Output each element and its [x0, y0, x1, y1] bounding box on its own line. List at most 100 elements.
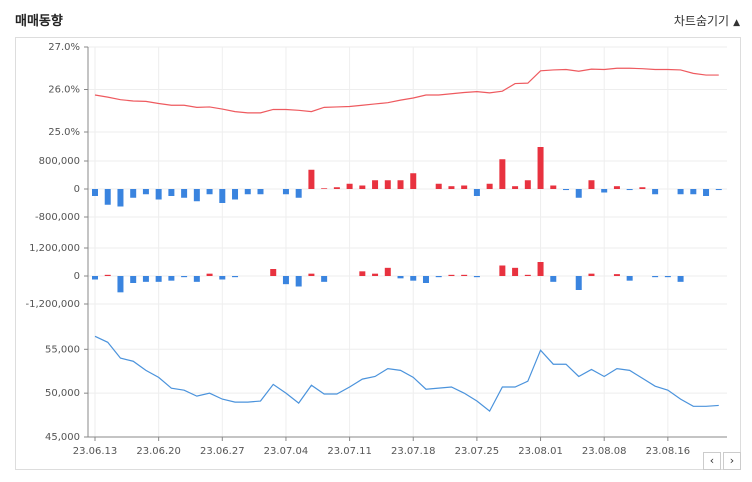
- bar: [397, 180, 404, 189]
- toggle-label: 차트숨기기: [673, 14, 730, 28]
- bar: [410, 173, 417, 189]
- bar: [512, 267, 519, 276]
- bar: [397, 276, 404, 279]
- prev-button[interactable]: ‹: [703, 452, 721, 470]
- bar: [550, 276, 557, 282]
- bar: [117, 189, 124, 207]
- bar: [92, 276, 98, 280]
- y-tick-label: -800,000: [35, 212, 80, 223]
- bar: [130, 189, 137, 198]
- bar: [232, 189, 239, 200]
- section-title: 매매동향: [15, 14, 63, 29]
- bar: [613, 274, 620, 276]
- toggle-icon: ▲: [733, 18, 740, 28]
- bar: [321, 276, 328, 282]
- x-tick-label: 23.07.04: [264, 446, 309, 457]
- bar: [142, 276, 149, 282]
- bar: [346, 183, 353, 189]
- bar: [652, 189, 659, 195]
- line: [94, 67, 719, 114]
- x-tick-label: 23.08.16: [646, 446, 691, 457]
- bar: [422, 276, 429, 283]
- bar: [308, 169, 315, 189]
- bar: [321, 188, 328, 189]
- bar: [435, 183, 442, 189]
- bar: [372, 273, 379, 276]
- bar: [486, 183, 493, 189]
- bar: [206, 273, 213, 276]
- y-tick-label: 55,000: [45, 344, 80, 355]
- chart-frame: [15, 37, 741, 470]
- x-tick-label: 23.07.18: [391, 446, 436, 457]
- bar: [155, 189, 162, 200]
- y-tick-label: 1,200,000: [29, 243, 80, 254]
- bar: [537, 262, 544, 276]
- bar: [588, 273, 595, 276]
- bar: [524, 274, 531, 276]
- bar: [524, 180, 531, 189]
- bar: [193, 276, 200, 282]
- bar: [588, 180, 595, 189]
- bar: [181, 189, 188, 198]
- bar: [295, 189, 302, 198]
- bar: [104, 274, 111, 276]
- bar: [333, 187, 340, 189]
- bar: [537, 147, 544, 189]
- y-tick-label: 0: [74, 184, 80, 195]
- bar: [410, 276, 417, 281]
- bar: [270, 269, 277, 276]
- x-tick-label: 23.06.13: [73, 446, 118, 457]
- toggle-button[interactable]: 차트숨기기 ▲: [674, 12, 740, 29]
- bar: [193, 189, 200, 202]
- y-tick-label: 45,000: [45, 432, 80, 443]
- bar: [448, 274, 455, 276]
- bar: [473, 276, 480, 278]
- bar: [435, 276, 442, 278]
- y-tick-label: 50,000: [45, 388, 80, 399]
- y-tick-label: 25.0%: [48, 127, 80, 138]
- x-tick-label: 23.06.20: [136, 446, 181, 457]
- bar: [448, 186, 455, 189]
- x-tick-label: 23.07.25: [455, 446, 500, 457]
- x-tick-label: 23.08.08: [582, 446, 627, 457]
- bar: [181, 276, 188, 278]
- bar: [117, 276, 124, 293]
- bar: [575, 189, 582, 198]
- line: [94, 335, 719, 413]
- bar: [563, 189, 570, 191]
- bar: [652, 276, 659, 278]
- bar: [257, 189, 264, 195]
- bar: [168, 276, 175, 281]
- bar: [499, 159, 506, 189]
- bar: [384, 267, 391, 276]
- bar: [601, 189, 608, 193]
- bar: [168, 189, 175, 196]
- bar: [473, 189, 480, 196]
- bar: [677, 276, 684, 282]
- bar: [92, 189, 98, 196]
- bar: [575, 276, 582, 290]
- x-tick-label: 23.06.27: [200, 446, 245, 457]
- header: 매매동향 차트숨기기 ▲: [0, 0, 752, 36]
- bar: [512, 186, 519, 189]
- bar: [130, 276, 137, 283]
- bar: [155, 276, 162, 282]
- bar: [677, 189, 684, 195]
- bar: [372, 180, 379, 189]
- bar: [359, 185, 366, 189]
- bar: [142, 189, 149, 195]
- bar: [626, 189, 633, 191]
- bar: [550, 185, 557, 189]
- x-tick-label: 23.07.11: [327, 446, 372, 457]
- bar: [461, 274, 468, 276]
- bar: [690, 189, 697, 195]
- bar: [626, 276, 633, 281]
- y-tick-label: -1,200,000: [25, 299, 80, 310]
- bar: [664, 276, 671, 278]
- bar: [703, 189, 710, 196]
- next-button[interactable]: ›: [723, 452, 741, 470]
- bar: [244, 189, 251, 195]
- bar: [715, 189, 722, 191]
